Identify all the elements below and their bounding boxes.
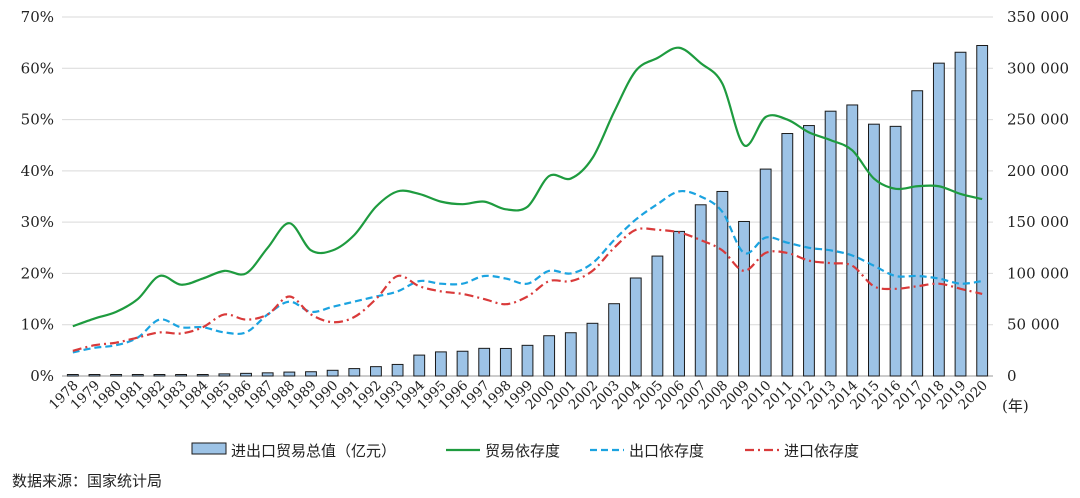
bar-2000: [543, 335, 556, 377]
bar-2009: [738, 220, 750, 377]
bar-2006: [673, 230, 685, 377]
bar-2008: [716, 190, 729, 377]
right-y-axis: 0 50 000 100 000 150 000 200 000 250 000 300 0…: [1007, 8, 1069, 385]
bar-1990: [326, 369, 339, 377]
bar-1987: [261, 372, 274, 377]
right-y-tick-label: 350 000: [1007, 8, 1069, 26]
legend-symbol-1: [191, 442, 227, 455]
left-y-tick-label: 50%: [21, 111, 54, 129]
bar-2011: [781, 133, 794, 377]
bar-1981: [131, 374, 144, 377]
left-y-tick-label: 10%: [21, 316, 54, 334]
bar-2013: [824, 110, 837, 377]
left-y-axis: 0% 10% 20% 30% 40% 50% 60% 70%: [21, 8, 54, 385]
bar-1978: [66, 374, 79, 377]
bar-1992: [370, 366, 382, 377]
legend-label-4: 进口依存度: [784, 442, 859, 460]
bar-1998: [499, 347, 512, 377]
x-axis: 1978197919801981198219831984198519861987…: [46, 378, 991, 414]
bar-1999: [521, 344, 534, 377]
bar-2004: [629, 277, 642, 377]
bar-2003: [608, 303, 621, 377]
legend-label-1: 进出口贸易总值（亿元）: [231, 442, 396, 460]
left-y-tick-label: 0%: [30, 367, 54, 385]
bar-1989: [305, 371, 317, 377]
bar-1984: [196, 374, 209, 377]
bar-1994: [413, 354, 426, 377]
x-axis-unit-label: (年): [1002, 397, 1029, 415]
left-y-tick-label: 40%: [21, 162, 54, 180]
bar-2007: [694, 204, 707, 377]
bar-2016: [889, 125, 902, 377]
legend-label-3: 出口依存度: [629, 442, 704, 460]
bar-1986: [240, 372, 252, 377]
bar-2005: [651, 255, 664, 377]
left-y-tick-label: 60%: [21, 59, 54, 77]
legend-label-2: 贸易依存度: [485, 442, 560, 460]
left-y-tick-label: 30%: [21, 213, 54, 231]
bar-1985: [218, 373, 231, 377]
right-y-tick-label: 100 000: [1007, 264, 1069, 282]
right-y-tick-label: 200 000: [1007, 162, 1069, 180]
right-y-tick-label: 250 000: [1007, 111, 1069, 129]
bar-2002: [586, 322, 599, 377]
line-series-1: [72, 46, 983, 328]
bar-series: [66, 44, 989, 377]
bar-2001: [564, 332, 577, 377]
left-y-tick-label: 70%: [21, 8, 54, 26]
bar-2015: [868, 123, 880, 377]
bar-1997: [478, 347, 491, 377]
bar-1980: [110, 374, 123, 377]
bar-2019: [954, 51, 967, 377]
bar-1988: [283, 371, 296, 377]
right-y-tick-label: 300 000: [1007, 59, 1069, 77]
line-series-2: [72, 189, 983, 354]
bar-2018: [932, 62, 945, 377]
bar-1979: [88, 374, 101, 377]
bar-2012: [803, 125, 815, 377]
bar-1993: [391, 363, 404, 377]
left-y-tick-label: 20%: [21, 264, 54, 282]
bar-1995: [434, 351, 447, 377]
line-series: [72, 46, 983, 354]
data-source-note: 数据来源：国家统计局: [12, 472, 163, 490]
bar-1996: [456, 350, 469, 377]
right-y-tick-label: 50 000: [1007, 316, 1060, 334]
line-series-3: [72, 227, 983, 352]
bar-2010: [759, 168, 772, 377]
bar-1982: [153, 374, 166, 377]
bar-2014: [846, 104, 859, 377]
bar-1991: [348, 368, 361, 377]
legend: 进出口贸易总值（亿元） 贸易依存度 出口依存度 进口依存度: [191, 442, 859, 460]
right-y-tick-label: 150 000: [1007, 213, 1069, 231]
bar-2020: [976, 44, 989, 377]
bar-1983: [175, 374, 187, 377]
bar-2017: [911, 90, 924, 377]
right-y-tick-label: 0: [1007, 367, 1017, 385]
